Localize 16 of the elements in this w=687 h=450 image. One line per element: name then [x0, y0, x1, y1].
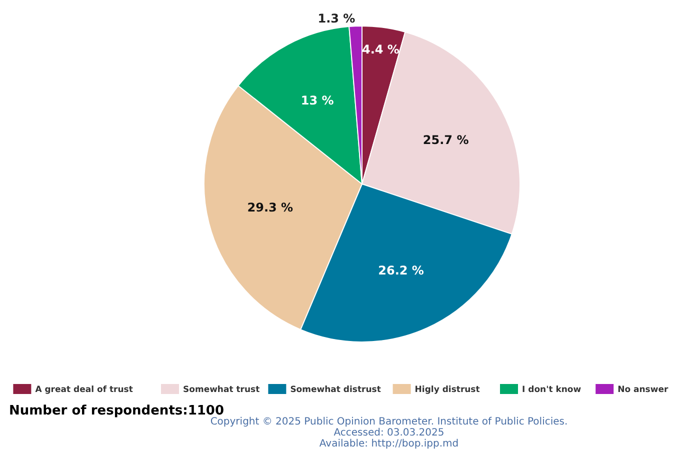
data-label: 1.3 %: [318, 11, 356, 26]
legend-label: Somewhat distrust: [290, 384, 381, 395]
legend-label: Somewhat trust: [183, 384, 260, 395]
data-label: 13 %: [300, 94, 334, 108]
text: Accessed: 03.03.2025: [334, 428, 444, 438]
data-label: 26.2 %: [378, 264, 424, 278]
data-label: 29.3 %: [247, 200, 294, 215]
data-label: 4.4 %: [362, 42, 400, 57]
text: Number of respondents:1100: [9, 404, 224, 419]
legend-label: No answer: [618, 384, 669, 395]
legend-label: Higly distrust: [414, 384, 480, 395]
legend-label: I don't know: [522, 384, 582, 395]
text: Copyright © 2025 Public Opinion Barometer. Institute of Public Policies.: [210, 416, 568, 428]
data-label: 25.7 %: [422, 132, 469, 147]
text: Available: http://bop.ipp.md: [319, 438, 459, 450]
legend-label: A great deal of trust: [35, 384, 133, 395]
